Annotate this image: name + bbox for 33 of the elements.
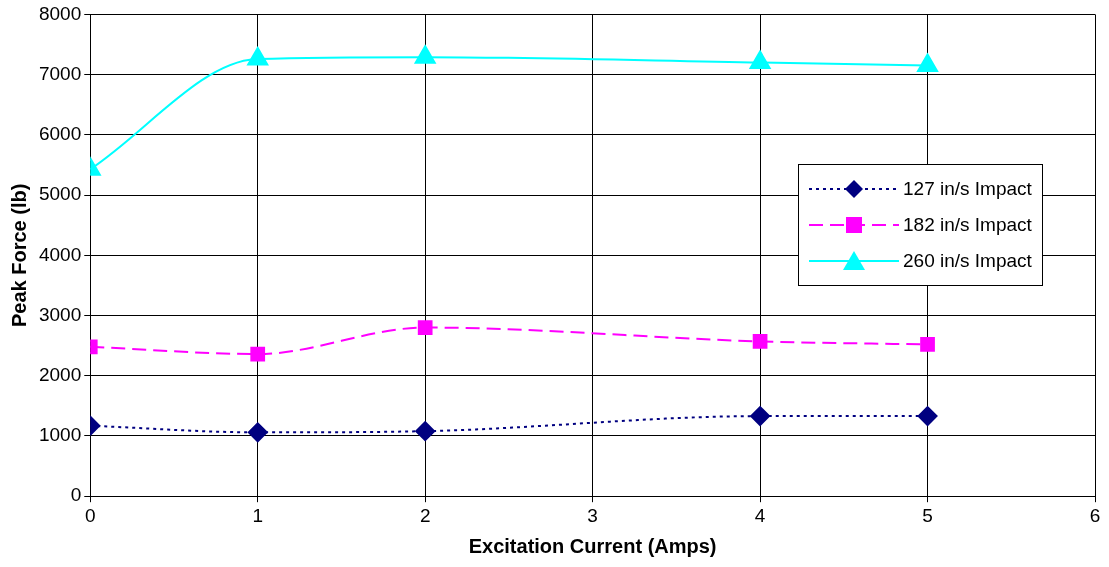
y-tick-label: 3000 [38,303,82,325]
x-tick-label: 6 [1089,504,1101,526]
y-tick-label: 7000 [38,62,82,84]
x-tick-label: 0 [84,504,96,526]
point [749,50,771,70]
legend-label: 260 in/s Impact [903,250,1032,273]
y-tick-label: 1000 [38,424,82,446]
x-tick-label: 5 [922,504,933,526]
point [415,421,436,442]
point [917,53,939,73]
x-tick-label: 3 [587,504,598,526]
legend-label: 182 in/s Impact [903,214,1032,237]
x-tick-label: 4 [754,504,766,526]
y-axis-title: Peak Force (lb) [7,183,30,327]
legend-label: 127 in/s Impact [903,178,1032,201]
y-tick-label: 6000 [38,123,82,145]
x-axis-title: Excitation Current (Amps) [468,534,717,557]
x-tick-label: 2 [419,504,431,526]
y-tick-label: 4000 [38,243,82,265]
point [920,337,935,352]
y-tick-label: 5000 [38,183,82,205]
point [750,406,771,427]
point [417,320,433,335]
point [247,46,269,66]
point [414,45,436,64]
point [247,422,268,443]
x-tick-label: 1 [252,504,264,526]
point [752,334,768,349]
point [250,346,266,362]
y-tick-label: 0 [70,484,82,506]
y-tick-label: 8000 [38,2,82,24]
y-tick-label: 2000 [38,363,82,385]
point [917,406,938,427]
